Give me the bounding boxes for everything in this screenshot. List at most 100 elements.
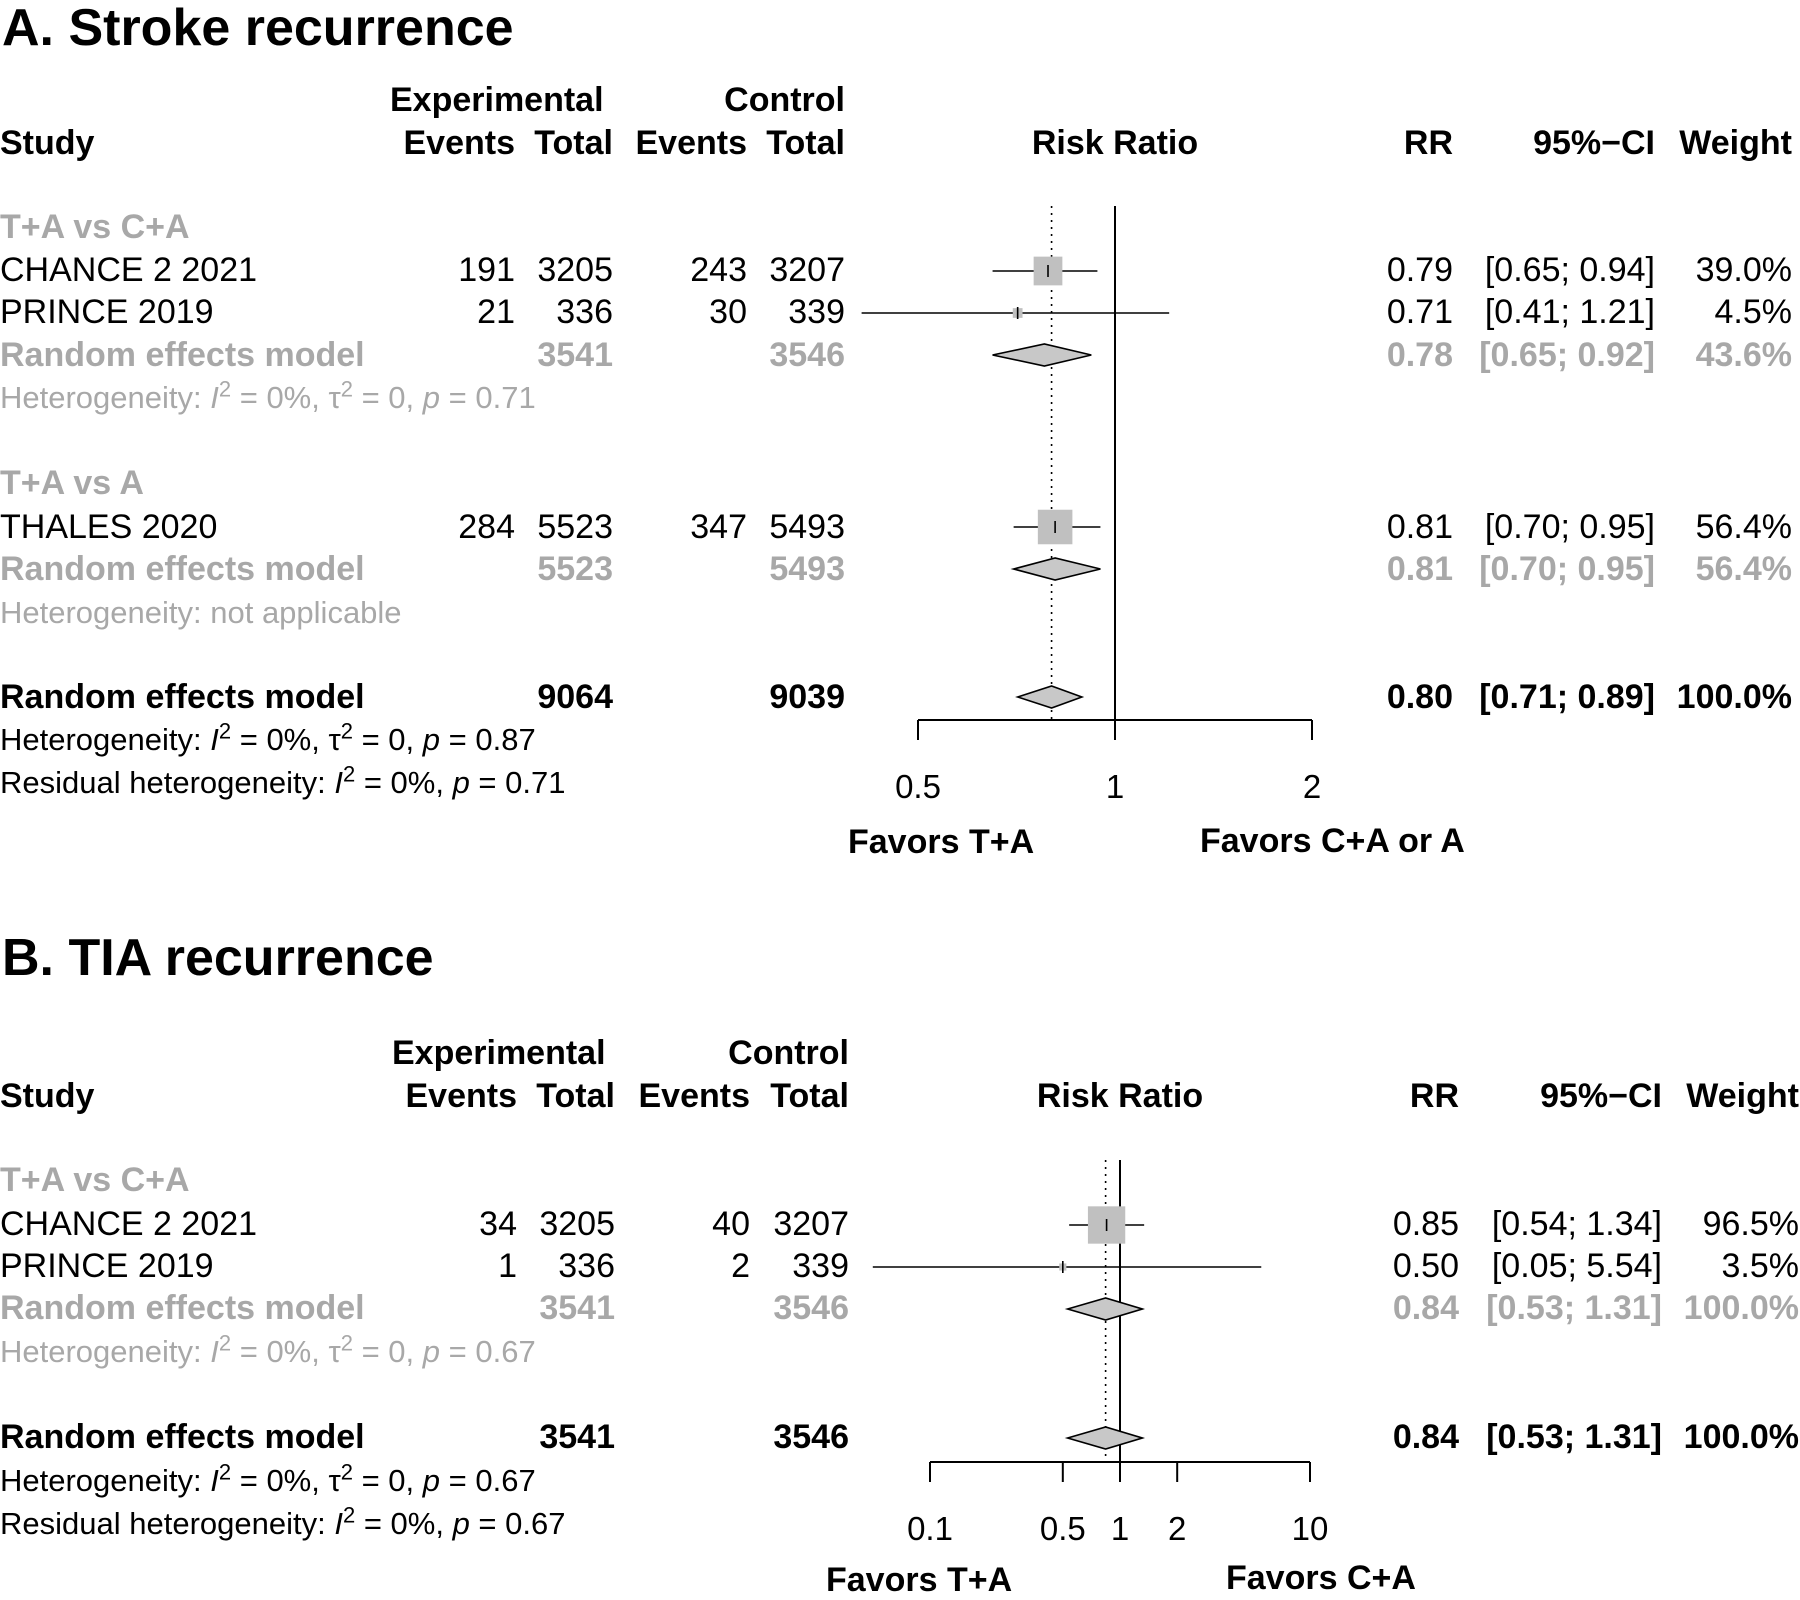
ctl-total: 5493 (769, 550, 845, 588)
heterogeneity-text: Heterogeneity: not applicable (0, 595, 402, 630)
residual-heterogeneity: Residual heterogeneity: I2 = 0%, p = 0.6… (0, 1502, 566, 1541)
study-name: PRINCE 2019 (0, 293, 214, 331)
table-row: PRINCE 2019 1 336 2 339 0.50 [0.05; 5.54… (0, 1246, 1800, 1286)
rr-value: 0.78 (1386, 336, 1453, 374)
panel-tia-recurrence: B. TIA recurrence Experimental Control S… (0, 929, 1800, 1599)
heterogeneity-text: Heterogeneity: I2 = 0%, τ2 = 0, p = 0.67 (0, 1330, 536, 1369)
exp-total: 336 (558, 1247, 615, 1285)
overall-heterogeneity: Heterogeneity: I2 = 0%, τ2 = 0, p = 0.87 (0, 718, 536, 757)
subgroup-diamond (1010, 557, 1101, 581)
rr-value: 0.71 (1386, 293, 1453, 331)
subgroup-diamond (992, 343, 1092, 367)
table-row: CHANCE 2 2021 34 3205 40 3207 0.85 [0.54… (0, 1204, 1800, 1244)
weight-value: 96.5% (1702, 1205, 1799, 1243)
table-row: CHANCE 2 2021 191 3205 243 3207 0.79 [0.… (0, 250, 1800, 290)
ctl-total: 9039 (769, 678, 845, 716)
heterogeneity-text: Heterogeneity: I2 = 0%, τ2 = 0, p = 0.71 (0, 376, 536, 415)
ci-value: [0.05; 5.54] (1491, 1247, 1662, 1285)
exp-total: 3205 (537, 251, 613, 289)
header-ci: 95%−CI (1533, 124, 1655, 162)
ctl-events: 2 (731, 1247, 750, 1285)
forest-plot-a: 0.5 1 2 (861, 206, 1321, 805)
ctl-total: 5493 (769, 508, 845, 546)
rr-value: 0.50 (1392, 1247, 1459, 1285)
x-tick-label: 2 (1168, 1510, 1186, 1547)
rr-value: 0.85 (1392, 1205, 1459, 1243)
weight-value: 100.0% (1683, 1289, 1799, 1327)
header-experimental: Experimental (392, 1034, 606, 1072)
rr-value: 0.80 (1386, 678, 1453, 716)
weight-value: 56.4% (1695, 550, 1792, 588)
ci-value: [0.53; 1.31] (1486, 1418, 1662, 1456)
header-rr: RR (1403, 124, 1453, 162)
ctl-total: 339 (792, 1247, 849, 1285)
weight-value: 4.5% (1714, 293, 1793, 331)
favors-left-label: Favors T+A (848, 823, 1035, 861)
rr-value: 0.81 (1386, 508, 1453, 546)
header-study: Study (0, 1077, 95, 1115)
exp-events: 191 (458, 251, 515, 289)
ci-value: [0.54; 1.34] (1491, 1205, 1662, 1243)
ctl-events: 40 (712, 1205, 750, 1243)
subgroup-diamond (1064, 1297, 1146, 1321)
header-risk-ratio: Risk Ratio (1031, 124, 1199, 162)
ctl-total: 3546 (769, 336, 845, 374)
header-control: Control (724, 81, 845, 119)
x-tick-label: 0.5 (1040, 1510, 1086, 1547)
model-name: Random effects model (0, 1418, 365, 1456)
table-row: THALES 2020 284 5523 347 5493 0.81 [0.70… (0, 507, 1800, 547)
header-exp-events: Events (403, 124, 516, 162)
subgroup-model-row: Random effects model 3541 3546 0.84 [0.5… (0, 1288, 1800, 1328)
header-ctl-events: Events (638, 1077, 751, 1115)
x-tick-label: 1 (1111, 1510, 1129, 1547)
rr-value: 0.79 (1386, 251, 1453, 289)
exp-events: 21 (477, 293, 515, 331)
weight-value: 100.0% (1676, 678, 1792, 716)
weight-value: 43.6% (1695, 336, 1792, 374)
weight-value: 56.4% (1695, 508, 1792, 546)
exp-total: 9064 (537, 678, 613, 716)
forest-plot-b: 0.1 0.5 1 2 10 (872, 1160, 1329, 1547)
ctl-events: 30 (709, 293, 747, 331)
ctl-total: 3546 (773, 1289, 849, 1327)
header-rr: RR (1409, 1077, 1459, 1115)
exp-total: 336 (556, 293, 613, 331)
header-exp-total: Total (534, 124, 613, 162)
x-tick-label: 1 (1106, 768, 1124, 805)
header-risk-ratio: Risk Ratio (1036, 1077, 1204, 1115)
subgroup-label: T+A vs A (0, 464, 144, 502)
rr-value: 0.84 (1392, 1289, 1459, 1327)
subgroup-model-row: Random effects model 5523 5493 0.81 [0.7… (0, 549, 1800, 589)
favors-right-label: Favors C+A (1226, 1559, 1416, 1597)
overall-diamond (1015, 685, 1085, 709)
header-ci: 95%−CI (1540, 1077, 1662, 1115)
weight-value: 3.5% (1721, 1247, 1800, 1285)
exp-total: 3541 (537, 336, 613, 374)
header-weight: Weight (1679, 124, 1792, 162)
model-name: Random effects model (0, 550, 365, 588)
panel-title: A. Stroke recurrence (2, 0, 514, 57)
weight-value: 39.0% (1695, 251, 1792, 289)
weight-value: 100.0% (1683, 1418, 1799, 1456)
ctl-total: 3207 (773, 1205, 849, 1243)
x-tick-label: 10 (1292, 1510, 1329, 1547)
x-tick-label: 0.5 (895, 768, 941, 805)
table-row: PRINCE 2019 21 336 30 339 0.71 [0.41; 1.… (0, 292, 1800, 332)
subgroup-model-row: Random effects model 3541 3546 0.78 [0.6… (0, 335, 1800, 375)
overall-diamond (1064, 1426, 1146, 1450)
ctl-total: 3546 (773, 1418, 849, 1456)
favors-right-label: Favors C+A or A (1200, 822, 1465, 860)
header-study: Study (0, 124, 95, 162)
ci-value: [0.65; 0.92] (1479, 336, 1655, 374)
model-name: Random effects model (0, 678, 365, 716)
overall-heterogeneity: Heterogeneity: I2 = 0%, τ2 = 0, p = 0.67 (0, 1459, 536, 1498)
subgroup-label: T+A vs C+A (0, 1161, 190, 1199)
model-name: Random effects model (0, 336, 365, 374)
study-name: PRINCE 2019 (0, 1247, 214, 1285)
header-ctl-total: Total (766, 124, 845, 162)
overall-model-row: Random effects model 3541 3546 0.84 [0.5… (0, 1417, 1800, 1457)
header-weight: Weight (1686, 1077, 1799, 1115)
ci-value: [0.70; 0.95] (1479, 550, 1655, 588)
ci-value: [0.70; 0.95] (1484, 508, 1655, 546)
exp-total: 3541 (539, 1289, 615, 1327)
